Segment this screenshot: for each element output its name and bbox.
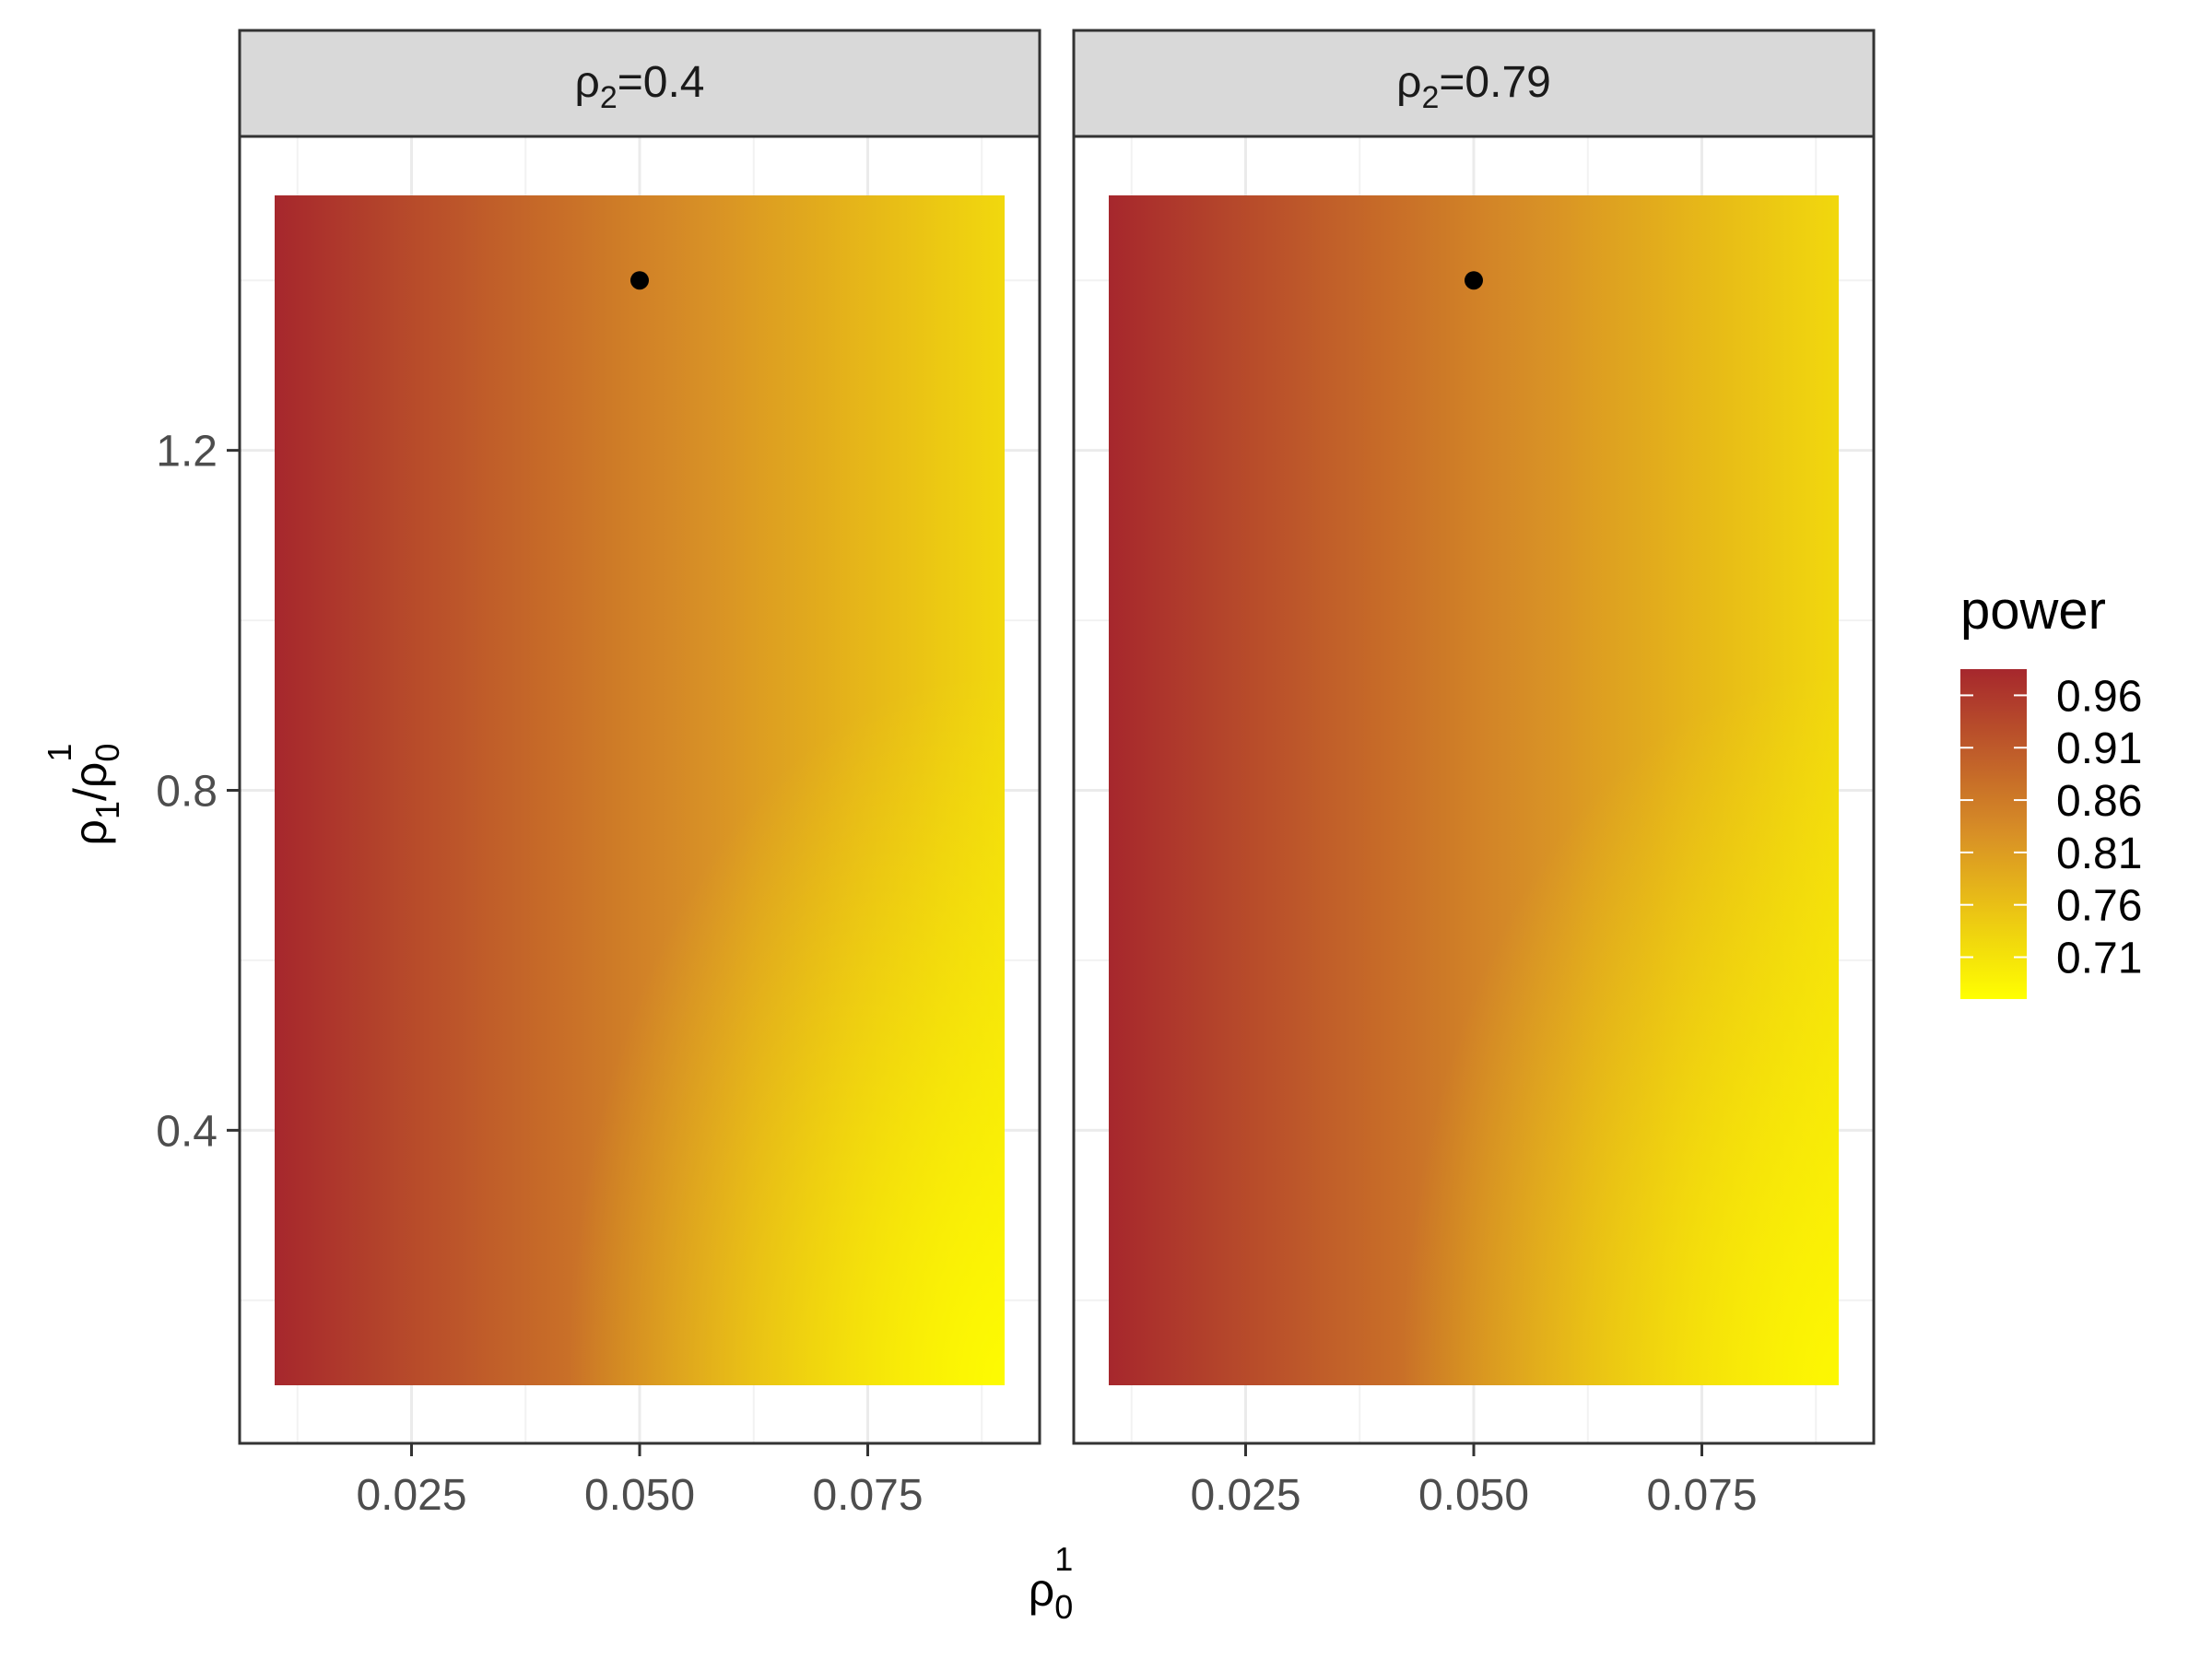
legend-tick-label: 0.76 [2056,882,2142,931]
data-point [1465,271,1483,290]
x-tick-label: 0.025 [356,1471,466,1520]
x-tick-label: 0.050 [1418,1471,1529,1520]
legend-tick-label: 0.81 [2056,830,2142,878]
y-axis-title-num-sub: 1 [88,801,126,819]
strip-label: ρ2=0.79 [1396,58,1551,115]
x-axis-title-base: ρ [1029,1564,1054,1616]
facet-panel-2: ρ2=0.79 0.025 0.050 0.075 [1072,29,1876,1520]
y-axis-title-slash: / [65,788,116,801]
legend-tick-label: 0.86 [2056,777,2142,826]
x-tick-label: 0.050 [584,1471,695,1520]
heatmap-corner [1109,195,1839,1385]
legend-tick-label: 0.96 [2056,672,2142,721]
legend-title: power [1960,581,2106,641]
strip-label-rest: =0.79 [1439,58,1550,107]
y-axis-title: ρ1/ρ01 [41,744,126,846]
x-axis-title-sub: 0 [1054,1588,1073,1626]
strip-label: ρ2=0.4 [575,58,705,115]
y-axis-title-den-sup: 1 [41,744,78,762]
y-tick-label: 1.2 [156,428,218,477]
y-axis-title-den-sub: 0 [88,744,126,762]
x-tick-label: 0.025 [1190,1471,1300,1520]
strip-label-rest: =0.4 [618,58,705,107]
strip-label-base: ρ [575,58,600,107]
strip-label-sub: 2 [600,80,618,115]
facet-panel-1: ρ2=0.4 0.025 0.050 0.075 0.4 0.8 1.2 [156,29,1041,1520]
y-axis-title-den-base: ρ [65,762,116,788]
legend-tick-label: 0.71 [2056,935,2142,983]
strip-label-base: ρ [1396,58,1421,107]
facet-strip-1: ρ2=0.4 [238,29,1041,138]
strip-background [238,29,1041,138]
legend-tick-label: 0.91 [2056,724,2142,773]
legend-colorbar [1960,669,2027,999]
strip-label-sub: 2 [1421,80,1439,115]
y-tick-label: 0.4 [156,1107,218,1156]
facet-strip-2: ρ2=0.79 [1072,29,1876,138]
x-tick-label: 0.075 [812,1471,923,1520]
strip-background [1072,29,1876,138]
x-axis-title-sup: 1 [1054,1540,1073,1578]
x-axis-title: ρ0 1 [1029,1540,1074,1626]
legend: power 0.960.910.860.810.760.71 [1960,581,2142,999]
y-tick-label: 0.8 [156,768,218,817]
y-axis-title-num-base: ρ [65,819,116,845]
data-point [630,271,649,290]
x-tick-label: 0.075 [1646,1471,1757,1520]
heatmap-corner [275,195,1005,1385]
